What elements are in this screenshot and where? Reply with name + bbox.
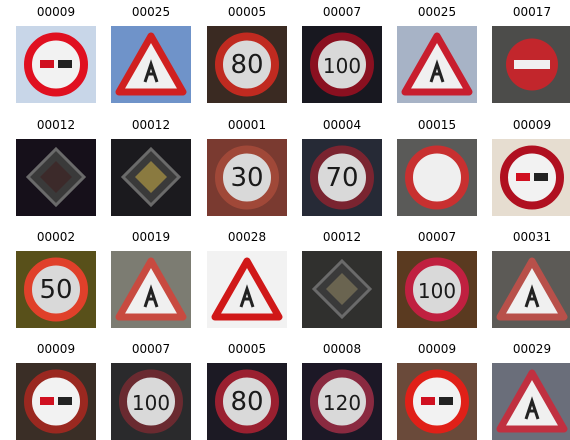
svg-text:80: 80 [230,50,263,80]
class-label: 00001 [227,118,267,132]
speed-limit-100-sign-icon: 100 [397,251,477,328]
speed-limit-70-sign-icon: 70 [302,139,382,216]
wild-animals-crossing-sign-icon [492,251,570,328]
no-entry-sign-icon [492,26,570,103]
no-overtaking-sign-icon [16,26,96,103]
speed-limit-30-sign-icon: 30 [207,139,287,216]
class-label: 00012 [131,118,171,132]
sign-tile: 00007 100 [389,228,485,328]
speed-limit-100-sign-icon: 100 [302,26,382,103]
children-crossing-sign-icon [207,251,287,328]
svg-text:50: 50 [39,275,72,305]
sign-tile: 00005 80 [199,340,295,440]
class-label: 00008 [322,342,362,356]
sign-tile: 00001 30 [199,116,295,216]
sign-tile: 00002 50 [8,228,104,328]
speed-limit-100-sign-icon: 100 [111,363,191,440]
sign-tile: 00007 100 [294,3,390,103]
svg-text:120: 120 [323,391,361,415]
priority-road-sign-icon [302,251,382,328]
sign-tile: 00009 [389,340,485,440]
class-label: 00017 [512,5,552,19]
svg-text:100: 100 [323,54,361,78]
priority-road-sign-icon [16,139,96,216]
speed-limit-50-sign-icon: 50 [16,251,96,328]
sign-tile: 00005 80 [199,3,295,103]
class-label: 00009 [512,118,552,132]
class-label: 00019 [131,230,171,244]
sign-tile: 00025 [389,3,485,103]
sign-tile: 00031 [484,228,570,328]
class-label: 00029 [512,342,552,356]
sign-tile: 00009 [8,3,104,103]
class-label: 00002 [36,230,76,244]
class-label: 00025 [417,5,457,19]
sign-tile: 00017 [484,3,570,103]
sign-tile: 00009 [484,116,570,216]
sign-tile: 00029 [484,340,570,440]
sign-tile: 00019 [103,228,199,328]
svg-text:100: 100 [418,279,456,303]
sign-tile: 00009 [8,340,104,440]
sign-tile: 00025 [103,3,199,103]
class-label: 00025 [131,5,171,19]
class-label: 00009 [36,5,76,19]
svg-text:70: 70 [325,163,358,193]
road-works-sign-icon [397,26,477,103]
no-overtaking-sign-icon [397,363,477,440]
sign-tile: 00012 [103,116,199,216]
priority-road-sign-icon [111,139,191,216]
speed-limit-80-sign-icon: 80 [207,26,287,103]
class-label: 00005 [227,5,267,19]
class-label: 00028 [227,230,267,244]
class-label: 00007 [417,230,457,244]
svg-text:30: 30 [230,163,263,193]
sign-tile: 00015 [389,116,485,216]
class-label: 00009 [36,342,76,356]
svg-text:80: 80 [230,387,263,417]
class-label: 00031 [512,230,552,244]
class-label: 00009 [417,342,457,356]
class-label: 00012 [36,118,76,132]
class-label: 00007 [322,5,362,19]
sign-tile: 00012 [294,228,390,328]
class-label: 00012 [322,230,362,244]
sign-tile: 00007 100 [103,340,199,440]
road-works-sign-icon [111,26,191,103]
class-label: 00004 [322,118,362,132]
class-label: 00015 [417,118,457,132]
dangerous-curve-left-sign-icon [111,251,191,328]
bicycles-crossing-sign-icon [492,363,570,440]
no-overtaking-sign-icon [492,139,570,216]
class-label: 00007 [131,342,171,356]
speed-limit-80-sign-icon: 80 [207,363,287,440]
svg-text:100: 100 [132,391,170,415]
speed-limit-120-sign-icon: 120 [302,363,382,440]
sign-tile: 00012 [8,116,104,216]
no-overtaking-sign-icon [16,363,96,440]
no-vehicles-sign-icon [397,139,477,216]
sign-tile: 00008 120 [294,340,390,440]
sign-tile: 00004 70 [294,116,390,216]
class-label: 00005 [227,342,267,356]
sign-tile: 00028 [199,228,295,328]
